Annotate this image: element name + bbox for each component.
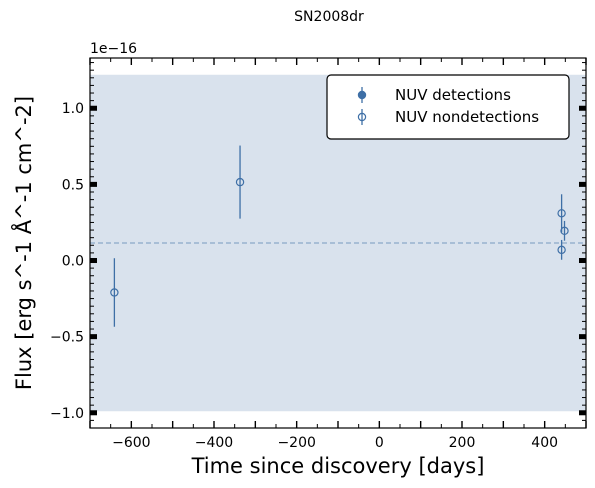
x-tick-label: 200	[449, 435, 476, 451]
y-tick-label: −0.5	[50, 330, 84, 346]
y-axis-label: Flux [erg s^-1 Å^-1 cm^-2]	[10, 96, 36, 390]
y-tick-right	[579, 410, 586, 416]
legend-label: NUV nondetections	[395, 108, 539, 126]
legend-marker	[357, 90, 367, 100]
y-axis: −1.0 −0.5 0.0 0.5 1.0	[50, 62, 586, 429]
legend: NUV detections NUV nondetections	[326, 74, 570, 140]
y-tick-right	[579, 334, 586, 340]
y-tick-right	[579, 181, 586, 187]
data-point	[235, 177, 245, 187]
data-point	[557, 245, 566, 255]
data-point	[110, 288, 119, 297]
y-tick-label: 0.0	[62, 254, 84, 270]
y-tick	[90, 258, 97, 264]
y-tick	[90, 181, 97, 187]
x-tick-label: 400	[531, 435, 558, 451]
data-point	[557, 209, 566, 218]
x-tick-label: −200	[277, 435, 315, 451]
x-axis: −600 −400 −200 0 200 400	[89, 58, 587, 451]
legend-marker	[357, 112, 367, 122]
x-tick-label: 0	[375, 435, 384, 451]
x-axis-label: Time since discovery [days]	[191, 454, 485, 478]
y-tick	[90, 334, 97, 340]
y-tick-label: −1.0	[50, 406, 84, 422]
x-tick-label: −400	[195, 435, 233, 451]
y-tick-right	[579, 258, 586, 264]
x-tick-label: −600	[112, 435, 150, 451]
chart-title: SN2008dr	[294, 9, 364, 25]
y-tick-right	[579, 105, 586, 111]
y-tick-label: 0.5	[62, 177, 84, 193]
y-tick-label: 1.0	[62, 101, 84, 117]
data-point	[560, 226, 569, 236]
y-tick	[90, 105, 97, 111]
y-tick	[90, 410, 97, 416]
legend-box	[326, 74, 570, 140]
y-offset-label: 1e−16	[90, 41, 137, 57]
legend-label: NUV detections	[395, 86, 511, 104]
